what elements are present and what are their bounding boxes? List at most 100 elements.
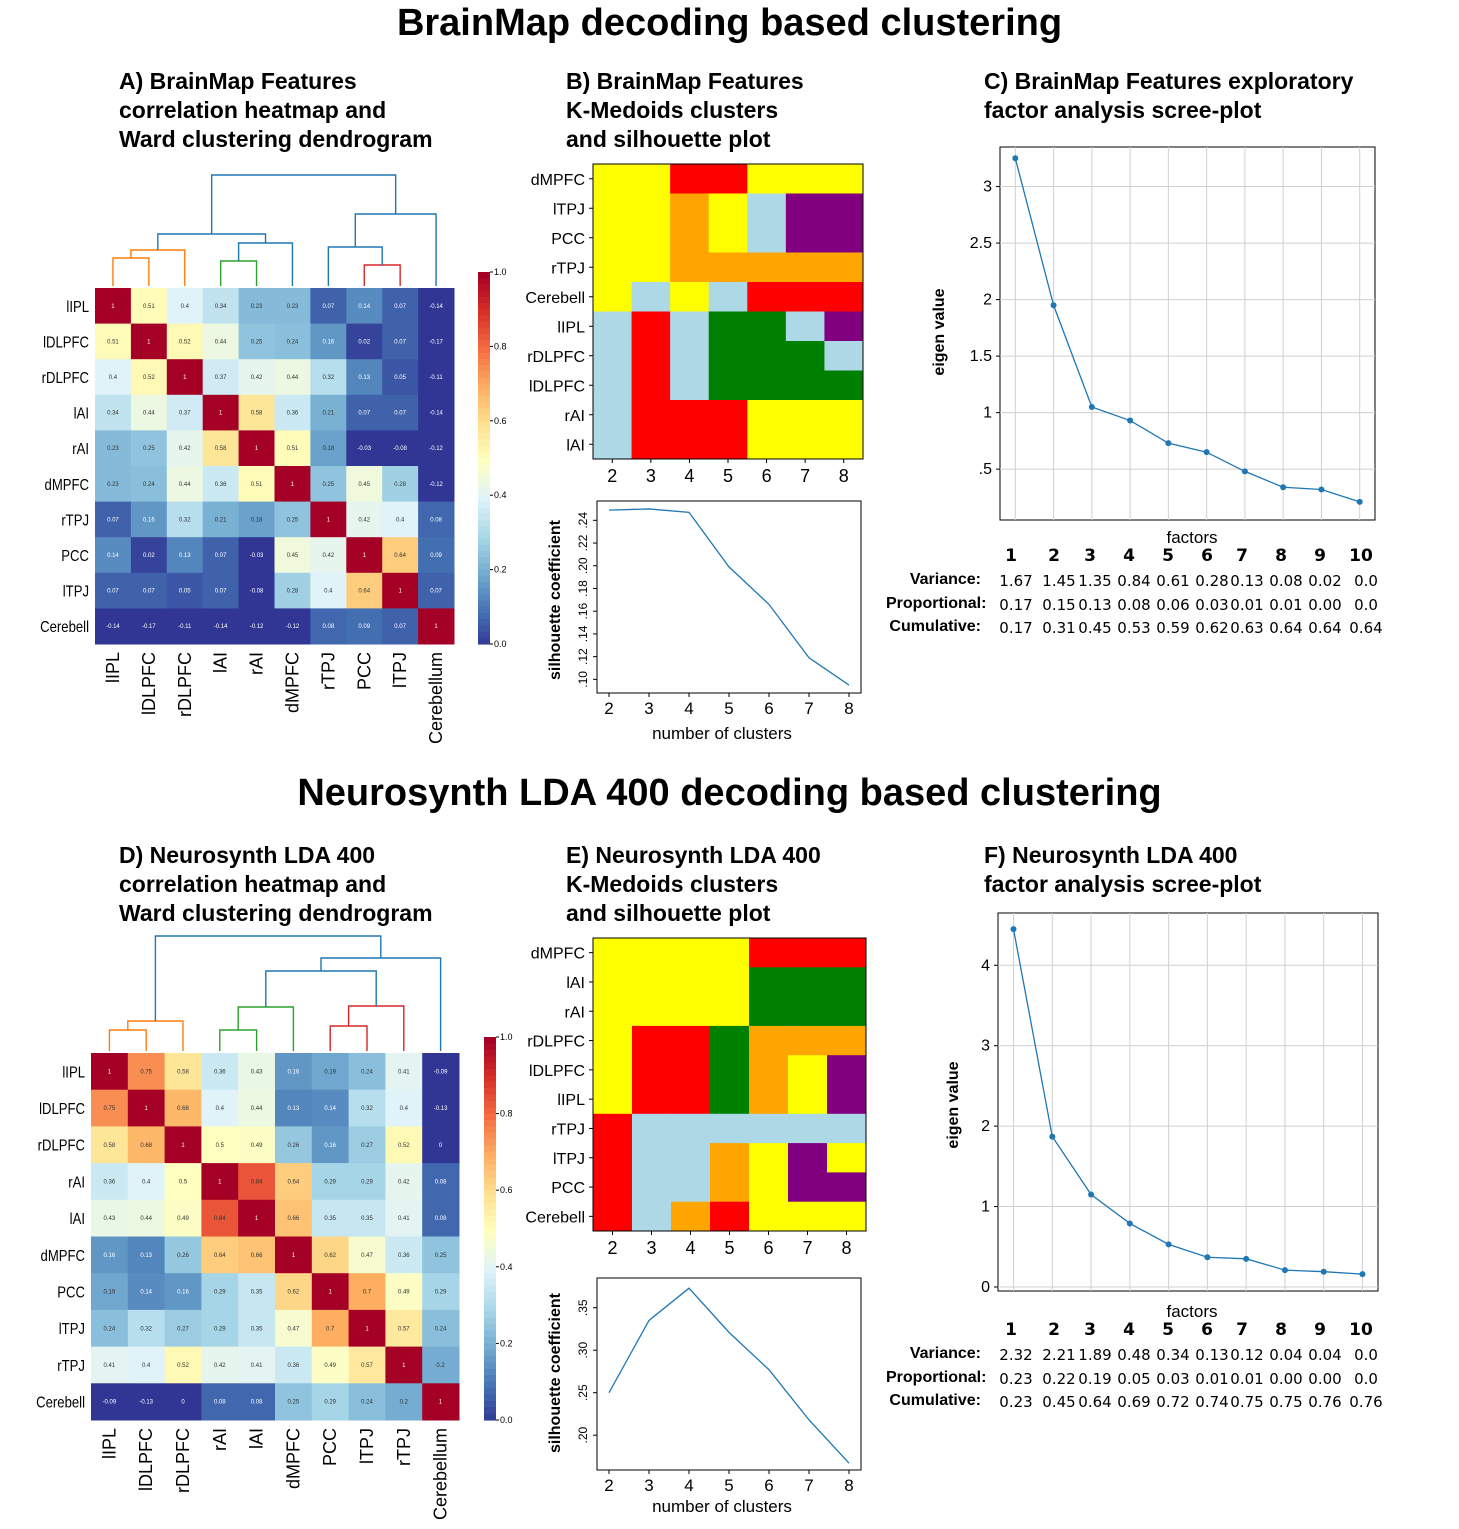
cluster-row-label-E-9: Cerebell (525, 1209, 585, 1226)
y-tick-label-C-4: 1 (983, 405, 992, 422)
cell-label-D-8-4: 0.41 (251, 1363, 263, 1369)
cell-label-A-4-9: -0.12 (429, 446, 443, 452)
cell-label-D-6-2: 0.16 (177, 1290, 189, 1296)
table-cell: 0.23 (999, 1369, 1033, 1388)
cell-label-D-0-9: -0.09 (434, 1069, 448, 1075)
table-cell: 0.01 (1269, 595, 1303, 614)
colorbar-tick-label-A-0.4: 0.4 (494, 490, 507, 500)
heatmap-cell-D-8-0 (91, 1346, 129, 1384)
heatmap-cell-A-8-9 (418, 572, 455, 609)
cluster-cell-E-7-3 (710, 1143, 750, 1173)
cluster-cell-B-6-4 (747, 341, 787, 371)
colorbar-step-A-42 (478, 532, 490, 540)
cell-label-D-2-1: 0.68 (140, 1143, 152, 1149)
heatmap-cell-A-6-8 (382, 501, 419, 538)
factor-number: 9 (1314, 546, 1326, 566)
colorbar-step-A-21 (478, 402, 490, 409)
cluster-cell-B-5-0 (593, 311, 633, 342)
cell-label-A-6-7: 0.42 (358, 517, 370, 523)
colorbar-step-D-26 (484, 1202, 496, 1210)
colorbar-step-D-13 (484, 1119, 496, 1127)
cluster-cell-E-1-2 (671, 967, 711, 998)
cluster-cell-B-0-0 (593, 164, 633, 194)
cell-label-D-5-4: 0.66 (251, 1253, 263, 1259)
table-cell: 0.48 (1117, 1346, 1151, 1364)
cell-label-A-1-4: 0.25 (251, 339, 263, 345)
cell-label-D-6-0: 0.19 (104, 1290, 116, 1296)
heatmap-cell-A-9-5 (274, 608, 311, 645)
cell-label-A-3-4: 0.58 (251, 411, 263, 417)
dendrogram-link-A-6 (327, 246, 383, 286)
colorbar-step-D-25 (484, 1196, 496, 1204)
dendrogram-link-D-3 (237, 1006, 295, 1051)
heatmap-cell-A-4-0 (95, 430, 132, 467)
colorbar-step-D-40 (484, 1292, 496, 1300)
cluster-cell-B-7-4 (747, 370, 787, 401)
cell-label-D-1-7: 0.32 (361, 1106, 373, 1112)
table-cell: 0.64 (1308, 619, 1342, 637)
series-line-F (1012, 928, 1363, 1275)
heatmap-cell-D-6-9 (422, 1273, 460, 1311)
heatmap-cell-A-9-0 (95, 608, 132, 645)
table-cell: 0.13 (1078, 595, 1112, 614)
heatmap-cell-D-9-3 (201, 1383, 239, 1421)
colorbar-step-D-2 (484, 1049, 496, 1057)
data-point-C-5 (1203, 449, 1210, 456)
cluster-cell-B-8-0 (593, 400, 633, 430)
cell-label-D-9-6: 0.29 (324, 1400, 336, 1406)
cluster-cell-B-9-1 (631, 429, 671, 460)
y-tick-label-B-silhouette-6: .12 (576, 648, 590, 665)
table-cell: 0.06 (1156, 595, 1190, 614)
cluster-cell-E-6-3 (710, 1113, 750, 1144)
cluster-cell-B-0-2 (670, 164, 710, 194)
panel-title-c: C) BrainMap Features exploratory factor a… (984, 68, 1354, 123)
colorbar-step-D-29 (484, 1222, 496, 1230)
cell-label-D-6-8: 0.49 (398, 1290, 410, 1296)
cell-label-D-3-1: 0.4 (142, 1179, 151, 1185)
cluster-cell-B-6-5 (785, 341, 825, 371)
cluster-cell-E-3-1 (632, 1025, 672, 1056)
heatmap-cell-D-4-3 (201, 1199, 239, 1237)
panel-title-a: A) BrainMap Features correlation heatmap … (119, 68, 433, 152)
heatmap-cell-A-8-5 (274, 572, 311, 609)
col-label-D-2: rDLPFC (173, 1428, 193, 1493)
cluster-cell-B-5-5 (785, 311, 825, 342)
cluster-cell-E-7-4 (749, 1143, 789, 1173)
table-cell: 0.13 (1230, 572, 1264, 590)
cell-label-A-4-2: 0.42 (179, 446, 191, 452)
cluster-col-label-B-0: 2 (607, 466, 617, 486)
heatmap-cell-D-8-6 (311, 1346, 350, 1384)
cluster-cell-B-9-2 (670, 429, 710, 460)
cluster-row-label-B-4: Cerebell (525, 290, 585, 307)
cell-label-A-6-6: 1 (327, 517, 331, 523)
cluster-col-label-E-2: 4 (685, 1238, 695, 1258)
heatmap-cell-A-6-0 (95, 501, 132, 538)
cluster-cell-B-1-0 (593, 193, 633, 224)
heatmap-cell-D-0-1 (127, 1053, 166, 1091)
table-cell: 2.21 (1042, 1346, 1076, 1364)
colorbar-tick-label-A-0.0: 0.0 (494, 639, 507, 649)
cell-label-D-6-5: 0.62 (288, 1290, 300, 1296)
cluster-col-label-E-3: 5 (724, 1238, 734, 1258)
heatmap-cell-D-9-7 (348, 1383, 386, 1421)
cell-label-D-9-1: -0.13 (139, 1400, 153, 1406)
cluster-cell-E-5-2 (671, 1084, 711, 1115)
data-point-C-1 (1050, 302, 1057, 309)
heatmap-cell-D-8-9 (422, 1346, 460, 1384)
cluster-cell-E-3-0 (593, 1025, 633, 1056)
cell-label-A-1-1: 1 (147, 339, 151, 345)
cell-label-D-4-8: 0.41 (398, 1216, 410, 1222)
cell-label-A-5-0: 0.23 (107, 482, 119, 488)
cell-label-A-5-9: -0.12 (429, 482, 443, 488)
colorbar-step-A-29 (478, 451, 490, 459)
heatmap-cell-A-1-8 (382, 323, 419, 360)
cluster-cell-B-5-4 (747, 311, 787, 342)
y-tick-label-C-3: 1.5 (970, 348, 992, 365)
cluster-cell-E-9-0 (593, 1201, 633, 1232)
cluster-cell-B-2-1 (631, 223, 671, 253)
heatmap-cell-A-9-4 (238, 608, 275, 645)
heatmap-cell-D-9-4 (238, 1383, 276, 1421)
heatmap-cell-A-6-4 (238, 501, 275, 538)
heatmap-cell-D-7-7 (348, 1309, 386, 1348)
heatmap-cell-D-5-5 (275, 1236, 313, 1274)
